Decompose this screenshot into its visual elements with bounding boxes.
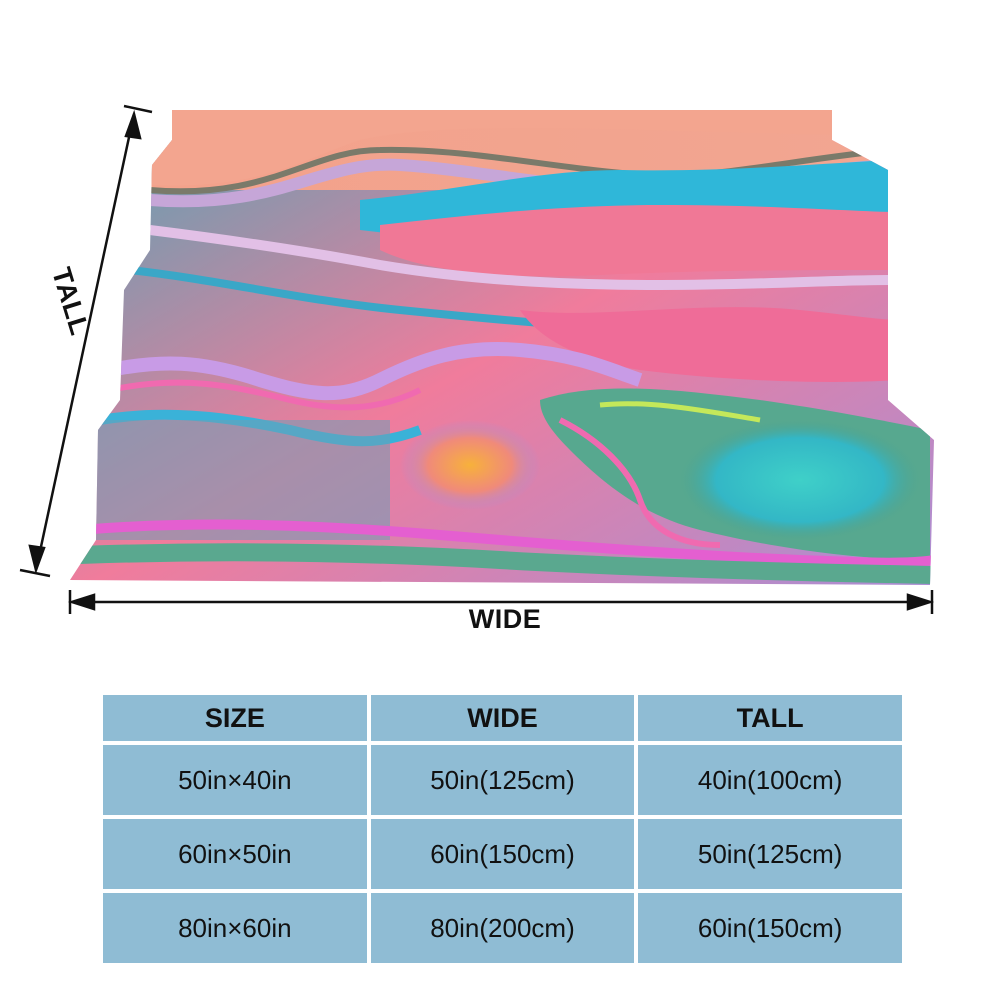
tall-cell: 40in(100cm) xyxy=(638,745,902,815)
wide-cell: 60in(150cm) xyxy=(370,819,635,889)
wide-cell: 50in(125cm) xyxy=(370,745,635,815)
tall-dimension-arrow xyxy=(19,104,153,578)
size-cell: 60in×50in xyxy=(103,819,367,889)
table-header-row: SIZE WIDE TALL xyxy=(103,695,902,741)
wide-dimension-arrow xyxy=(67,590,935,614)
header-size: SIZE xyxy=(103,695,367,741)
blanket-artwork xyxy=(70,110,934,585)
wide-label: WIDE xyxy=(468,604,542,634)
tall-cell: 50in(125cm) xyxy=(638,819,902,889)
header-wide: WIDE xyxy=(370,695,635,741)
header-tall: TALL xyxy=(638,695,902,741)
size-table: SIZE WIDE TALL 50in×40in 50in(125cm) 40i… xyxy=(99,691,906,967)
size-cell: 80in×60in xyxy=(103,893,367,963)
wide-cell: 80in(200cm) xyxy=(370,893,635,963)
table-row: 50in×40in 50in(125cm) 40in(100cm) xyxy=(103,745,902,815)
size-cell: 50in×40in xyxy=(103,745,367,815)
tall-cell: 60in(150cm) xyxy=(638,893,902,963)
table-row: 60in×50in 60in(150cm) 50in(125cm) xyxy=(103,819,902,889)
table-row: 80in×60in 80in(200cm) 60in(150cm) xyxy=(103,893,902,963)
